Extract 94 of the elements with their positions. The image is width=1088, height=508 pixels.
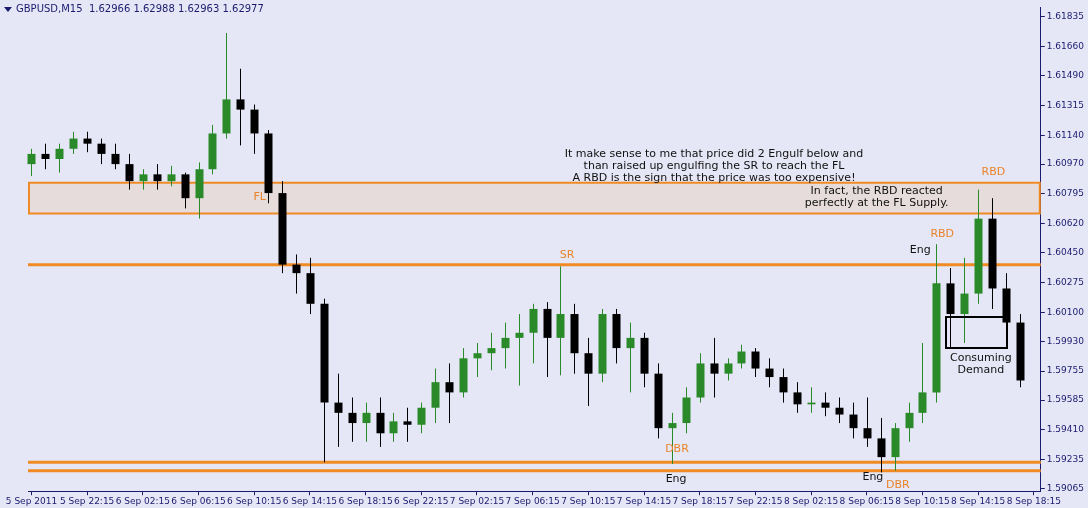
candlestick <box>153 163 162 191</box>
annotation: Consuming Demand <box>949 350 1012 376</box>
y-tick-label: 1.60795 <box>1046 188 1084 199</box>
y-tick-label: 1.61315 <box>1046 99 1084 110</box>
x-tick-label: 7 Sep 18:15 <box>672 495 727 506</box>
candlestick <box>529 303 538 364</box>
candlestick <box>556 265 565 376</box>
candlestick <box>389 412 398 443</box>
x-tick-label: 7 Sep 02:15 <box>449 495 505 506</box>
candlestick <box>83 131 92 153</box>
candlestick <box>779 368 788 404</box>
candlestick <box>877 417 886 473</box>
x-tick-label: 8 Sep 14:15 <box>950 495 1006 506</box>
candlestick <box>751 347 760 378</box>
y-tick-label: 1.59755 <box>1046 365 1084 376</box>
candlestick <box>445 362 454 424</box>
candlestick <box>501 322 510 370</box>
candlestick <box>362 402 371 443</box>
candlestick <box>334 373 343 448</box>
annotation: Eng <box>909 242 931 256</box>
candlestick <box>167 165 176 187</box>
y-tick-label: 1.60620 <box>1046 218 1085 229</box>
candlestick <box>473 342 482 378</box>
candlestick <box>403 407 412 443</box>
x-tick-label: 5 Sep 22:15 <box>59 495 115 506</box>
candlestick <box>626 322 635 393</box>
annotation: Eng <box>665 472 687 486</box>
x-tick-label: 5 Sep 2011 <box>5 495 58 506</box>
candlestick <box>139 168 148 191</box>
candlestick <box>863 397 872 448</box>
x-tick-label: 8 Sep 10:15 <box>895 495 950 506</box>
candlestick <box>27 148 36 177</box>
x-tick-label: 6 Sep 14:15 <box>282 495 338 506</box>
candlestick <box>737 344 746 370</box>
annotation: SR <box>559 247 575 261</box>
y-tick-label: 1.59410 <box>1046 424 1085 435</box>
x-tick-label: 7 Sep 22:15 <box>728 495 783 506</box>
x-tick-label: 6 Sep 02:15 <box>115 495 171 506</box>
y-tick-label: 1.59585 <box>1046 394 1084 405</box>
annotation: In fact, the RBD reacted perfectly at the FL Supply. <box>804 183 949 209</box>
candlestick <box>584 337 593 407</box>
y-tick-label: 1.60275 <box>1046 276 1084 287</box>
candlestick <box>835 397 844 424</box>
candlestick <box>765 357 774 388</box>
candlestick <box>348 397 357 443</box>
candlestick <box>849 402 858 439</box>
candlestick <box>41 143 50 170</box>
candlestick <box>960 257 969 344</box>
candlestick <box>111 143 120 170</box>
candlestick <box>250 104 259 155</box>
candlestick <box>97 138 106 165</box>
annotation: RBD <box>930 226 955 240</box>
candlestick <box>125 153 134 191</box>
candlestick <box>69 131 78 155</box>
candlestick <box>905 402 914 443</box>
candlestick <box>236 68 245 146</box>
annotation: RBD <box>981 164 1006 178</box>
candlestick <box>515 313 524 387</box>
x-tick-label: 7 Sep 06:15 <box>505 495 560 506</box>
x-tick-label: 6 Sep 06:15 <box>171 495 226 506</box>
candlestick <box>487 332 496 371</box>
candlestick <box>793 381 802 414</box>
candlestick <box>181 172 190 209</box>
y-tick-label: 1.61660 <box>1046 40 1085 51</box>
y-tick-label: 1.61490 <box>1046 69 1085 80</box>
candlestick <box>710 337 719 399</box>
x-tick-label: 6 Sep 10:15 <box>227 495 282 506</box>
chart-title: GBPUSD,M15 1.62966 1.62988 1.62963 1.62977 <box>16 3 264 14</box>
annotation: Eng <box>862 470 884 484</box>
annotation: DBR <box>886 478 910 492</box>
candlestick <box>292 253 301 295</box>
annotation: FL <box>253 189 266 203</box>
y-tick-label: 1.60970 <box>1046 158 1085 169</box>
y-tick-label: 1.59235 <box>1046 454 1084 465</box>
x-tick-label: 6 Sep 22:15 <box>394 495 449 506</box>
y-tick-label: 1.59065 <box>1046 482 1084 493</box>
candlestick <box>376 397 385 448</box>
candlestick <box>55 143 64 174</box>
candlestick <box>918 342 927 424</box>
candlestick <box>417 402 426 434</box>
y-tick-label: 1.61140 <box>1046 129 1085 140</box>
x-tick-label: 8 Sep 18:15 <box>1006 495 1061 506</box>
x-tick-label: 8 Sep 02:15 <box>783 495 839 506</box>
y-tick-label: 1.59930 <box>1046 335 1085 346</box>
x-tick-label: 8 Sep 06:15 <box>839 495 894 506</box>
y-tick-label: 1.60100 <box>1046 306 1085 317</box>
y-tick-label: 1.60450 <box>1046 247 1085 258</box>
y-tick-label: 1.61835 <box>1046 11 1084 22</box>
x-tick-label: 7 Sep 14:15 <box>616 495 672 506</box>
x-tick-label: 6 Sep 18:15 <box>338 495 393 506</box>
candlestick <box>821 391 830 417</box>
candlestick <box>724 357 733 381</box>
annotation: It make sense to me that price did 2 Engulf below and than raised up engulfing the SR to reach the FL A RBD is the sign that the price was too expensive! <box>564 147 864 184</box>
x-tick-label: 7 Sep 10:15 <box>561 495 616 506</box>
